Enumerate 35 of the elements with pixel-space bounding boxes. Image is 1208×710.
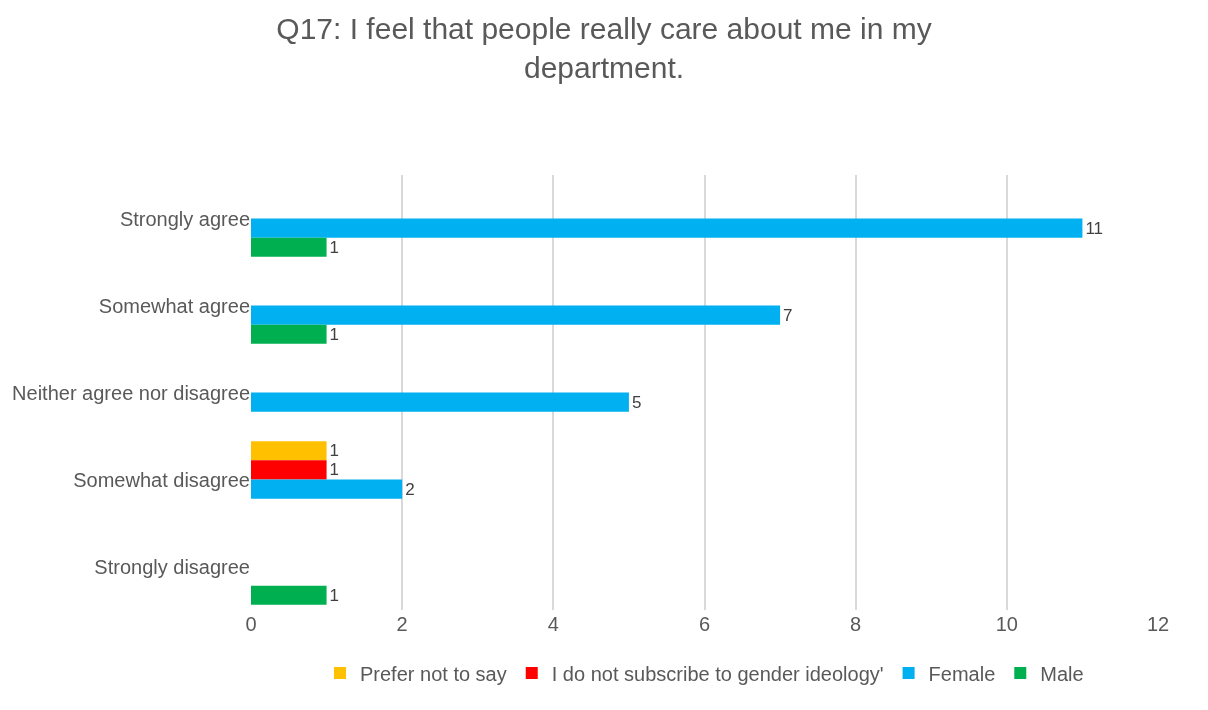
- bar: [251, 441, 327, 461]
- chart-title: Q17: I feel that people really care about me in my department.: [276, 12, 932, 84]
- bar: [251, 237, 327, 257]
- bar: [251, 460, 327, 480]
- data-label: 11: [1085, 218, 1104, 238]
- data-label: 5: [631, 392, 642, 412]
- x-tick-label: 2: [396, 613, 408, 635]
- y-tick-label: Somewhat agree: [98, 294, 250, 317]
- bar: [251, 218, 1083, 238]
- x-tick-label: 10: [995, 613, 1018, 635]
- y-tick-label: Somewhat disagree: [73, 468, 250, 491]
- x-tick-label: 6: [698, 613, 711, 635]
- data-label: 1: [329, 585, 340, 605]
- x-tick-label: 12: [1146, 613, 1170, 635]
- legend-label: Prefer not to say: [360, 662, 507, 685]
- y-tick-label: Neither agree nor disagree: [12, 381, 250, 404]
- x-tick-label: 0: [245, 613, 257, 635]
- bar: [251, 392, 629, 412]
- data-label: 2: [405, 479, 415, 499]
- x-tick-label: 4: [547, 613, 559, 635]
- data-label: 1: [329, 460, 340, 480]
- data-label: 1: [329, 237, 340, 257]
- data-label: 1: [329, 441, 340, 461]
- data-label: 7: [783, 305, 793, 325]
- legend-label: Female: [928, 662, 996, 685]
- y-tick-label: Strongly agree: [119, 207, 250, 230]
- legend-label: I do not subscribe to gender ideology': [551, 662, 884, 685]
- bar: [251, 305, 781, 325]
- bar: [251, 479, 403, 499]
- bar: [251, 324, 327, 344]
- x-tick-label: 8: [850, 613, 862, 635]
- legend-label: Male: [1040, 662, 1084, 685]
- bar: [251, 585, 327, 605]
- y-tick-label: Strongly disagree: [94, 555, 250, 578]
- data-label: 1: [329, 324, 340, 344]
